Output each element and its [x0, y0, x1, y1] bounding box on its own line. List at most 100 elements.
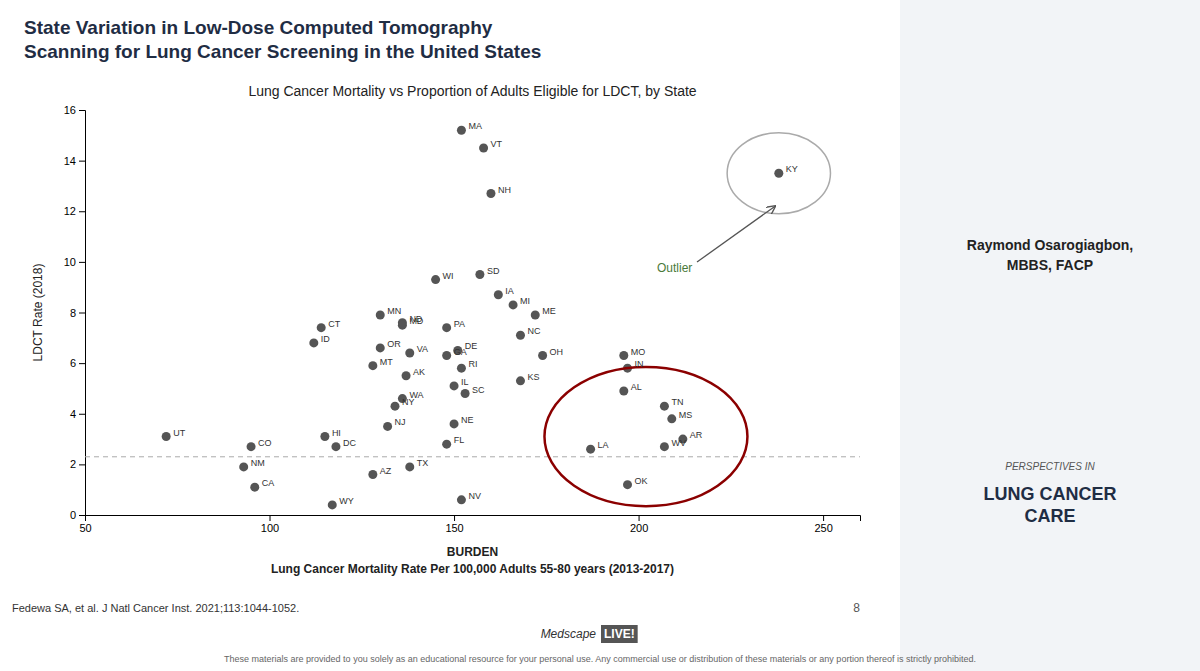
point — [538, 351, 547, 360]
point-label: PA — [454, 319, 465, 329]
y-tick: 6 — [70, 357, 85, 369]
brand: Medscape — [541, 627, 597, 641]
point-label: UT — [173, 428, 185, 438]
point-label: NC — [527, 326, 540, 336]
y-tick: 14 — [64, 155, 85, 167]
point-label: ME — [542, 306, 556, 316]
speaker-name-line: MBBS, FACP — [1007, 257, 1093, 273]
point-label: FL — [454, 435, 465, 445]
y-tick: 12 — [64, 205, 85, 217]
point — [402, 371, 411, 380]
point-label: AR — [690, 430, 703, 440]
point — [391, 402, 400, 411]
point-label: MT — [380, 357, 393, 367]
y-tick-label: 10 — [64, 256, 76, 268]
point — [450, 381, 459, 390]
point-label: WY — [339, 496, 354, 506]
program-name-line: CARE — [1024, 506, 1075, 526]
point — [250, 483, 259, 492]
y-tick: 8 — [70, 307, 85, 319]
point — [368, 361, 377, 370]
disclaimer: These materials are provided to you sole… — [224, 654, 976, 664]
point — [328, 500, 337, 509]
point — [494, 290, 503, 299]
point — [619, 351, 628, 360]
point — [509, 300, 518, 309]
point — [442, 440, 451, 449]
point — [320, 432, 329, 441]
chart-title: Lung Cancer Mortality vs Proportion of A… — [248, 83, 696, 99]
point — [376, 343, 385, 352]
point-label: WI — [443, 271, 454, 281]
point — [531, 311, 540, 320]
point — [309, 338, 318, 347]
brand-badge-box — [601, 625, 638, 643]
point — [331, 442, 340, 451]
citation: Fedewa SA, et al. J Natl Cancer Inst. 20… — [12, 602, 299, 614]
header-title: State Variation in Low-Dose Computed Tom… — [24, 17, 541, 62]
speaker-name: Raymond Osarogiagbon,MBBS, FACP — [967, 237, 1133, 273]
point-label: NH — [498, 185, 511, 195]
chart-container: State Variation in Low-Dose Computed Tom… — [0, 0, 1200, 671]
point-label: CO — [258, 438, 272, 448]
point-label: OR — [387, 339, 401, 349]
point-label: CA — [262, 478, 275, 488]
point-label: DC — [343, 438, 356, 448]
y-tick-label: 2 — [70, 458, 76, 470]
y-tick: 4 — [70, 408, 85, 420]
point-label: NV — [468, 491, 481, 501]
point — [457, 364, 466, 373]
y-tick-mark — [79, 161, 85, 162]
point-label: MO — [631, 347, 646, 357]
point-label: VA — [417, 344, 428, 354]
point-label: ID — [321, 334, 331, 344]
y-tick-label: 0 — [70, 509, 76, 521]
y-tick-label: 12 — [64, 205, 76, 217]
point-label: SC — [472, 385, 485, 395]
point — [442, 323, 451, 332]
y-tick: 10 — [64, 256, 85, 268]
x-tick: 100 — [261, 515, 279, 534]
point-label: AZ — [380, 466, 392, 476]
point-label: IA — [505, 286, 514, 296]
point — [516, 331, 525, 340]
y-tick-mark — [79, 110, 85, 111]
point — [405, 349, 414, 358]
point-label: NJ — [395, 417, 406, 427]
x-tick: 200 — [630, 515, 648, 534]
point-label: IN — [635, 359, 644, 369]
point — [457, 126, 466, 135]
x-tick-label: 100 — [261, 522, 279, 534]
point-label: AK — [413, 367, 425, 377]
y-tick-mark — [79, 414, 85, 415]
point-label: MI — [520, 296, 530, 306]
highlight-ellipse — [544, 367, 747, 506]
y-tick-label: 14 — [64, 155, 76, 167]
point-label: HI — [332, 428, 341, 438]
program-name-line: LUNG CANCER — [984, 484, 1117, 504]
point — [162, 432, 171, 441]
header-title-line: Scanning for Lung Cancer Screening in th… — [24, 41, 541, 62]
point — [239, 462, 248, 471]
x-tick-label: 250 — [814, 522, 832, 534]
x-tick-mark — [639, 515, 640, 521]
point-label: NE — [461, 415, 474, 425]
point — [405, 462, 414, 471]
y-tick-label: 6 — [70, 357, 76, 369]
point-label: CT — [328, 319, 340, 329]
point-label: MS — [679, 410, 693, 420]
point — [457, 495, 466, 504]
point-label: TN — [671, 397, 683, 407]
y-tick: 16 — [64, 104, 85, 116]
point-label: AL — [631, 382, 642, 392]
y-axis-title: LDCT Rate (2018) — [31, 264, 45, 362]
x-axis-title: BURDEN — [447, 545, 498, 559]
brand-badge: LIVE! — [604, 627, 635, 641]
highlight-ellipse — [727, 133, 830, 214]
x-tick-label: 50 — [79, 522, 91, 534]
y-axis: 0 2 4 6 8 10 12 14 16 — [64, 104, 86, 521]
x-axis: 50100150200250 — [79, 515, 860, 534]
point-label: MN — [387, 306, 401, 316]
points — [162, 126, 784, 510]
x-axis-line — [86, 516, 861, 522]
